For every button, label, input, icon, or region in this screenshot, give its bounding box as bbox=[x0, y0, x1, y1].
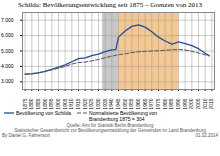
svg-text:1920: 1920 bbox=[82, 98, 88, 109]
html-text:01.02.2014: 01.02.2014 bbox=[195, 133, 218, 138]
svg-text:1955: 1955 bbox=[128, 98, 134, 109]
svg-text:1990: 1990 bbox=[175, 98, 181, 109]
svg-text:1880: 1880 bbox=[28, 98, 34, 109]
svg-text:7.000: 7.000 bbox=[1, 17, 14, 23]
svg-text:1905: 1905 bbox=[62, 98, 68, 109]
html-text:Quelle: Amt für Statistik Berl: Quelle: Amt für Statistik Berlin-Branden… bbox=[66, 123, 154, 128]
svg-text:1975: 1975 bbox=[155, 98, 161, 109]
svg-text:1965: 1965 bbox=[142, 98, 148, 109]
svg-text:1950: 1950 bbox=[122, 98, 128, 109]
svg-text:1895: 1895 bbox=[48, 98, 54, 109]
svg-text:3.000: 3.000 bbox=[1, 78, 14, 84]
svg-text:1980: 1980 bbox=[162, 98, 168, 109]
svg-text:1935: 1935 bbox=[102, 98, 108, 109]
svg-text:1910: 1910 bbox=[68, 98, 74, 109]
html-text:Schilda: Bevölkerungsentwicklu: Schilda: Bevölkerungsentwicklung seit 18… bbox=[17, 1, 202, 9]
svg-text:1970: 1970 bbox=[148, 98, 154, 109]
svg-text:1890: 1890 bbox=[42, 98, 48, 109]
html-text:Normalisierte Bevölkerung von: Normalisierte Bevölkerung von Brandenbur… bbox=[89, 110, 158, 122]
svg-text:1945: 1945 bbox=[115, 98, 121, 109]
svg-text:1960: 1960 bbox=[135, 98, 141, 109]
svg-text:5.000: 5.000 bbox=[1, 48, 14, 54]
svg-text:4.000: 4.000 bbox=[1, 63, 14, 69]
svg-text:1925: 1925 bbox=[88, 98, 94, 109]
svg-text:1915: 1915 bbox=[75, 98, 81, 109]
html-text:Bevölkerung von Schilda: Bevölkerung von Schilda bbox=[16, 110, 71, 116]
html-text:By Daniel G. Fahrenson: By Daniel G. Fahrenson bbox=[2, 133, 50, 138]
svg-text:1900: 1900 bbox=[55, 98, 61, 109]
svg-text:1985: 1985 bbox=[168, 98, 174, 109]
svg-text:2000: 2000 bbox=[188, 98, 194, 109]
svg-text:6.000: 6.000 bbox=[1, 32, 14, 38]
svg-text:1995: 1995 bbox=[182, 98, 188, 109]
svg-text:2010: 2010 bbox=[202, 98, 208, 109]
svg-text:2015: 2015 bbox=[208, 98, 214, 109]
svg-text:1940: 1940 bbox=[108, 98, 114, 109]
svg-text:1875: 1875 bbox=[22, 98, 28, 109]
svg-text:1885: 1885 bbox=[35, 98, 41, 109]
html-text:Statistischer Gesamtbericht zu: Statistischer Gesamtbericht zur Bevölker… bbox=[14, 128, 206, 133]
svg-text:2005: 2005 bbox=[195, 98, 201, 109]
svg-text:1930: 1930 bbox=[95, 98, 101, 109]
